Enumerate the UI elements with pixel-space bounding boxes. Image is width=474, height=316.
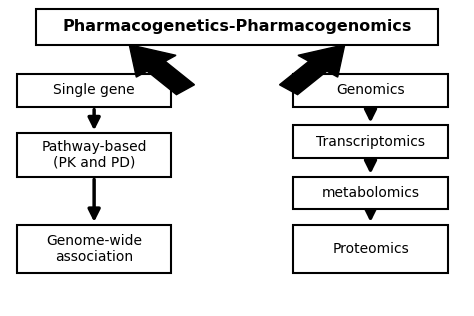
Polygon shape — [280, 45, 345, 95]
Text: Proteomics: Proteomics — [332, 242, 409, 256]
FancyBboxPatch shape — [293, 177, 448, 209]
FancyBboxPatch shape — [17, 225, 172, 273]
Polygon shape — [129, 45, 194, 95]
FancyBboxPatch shape — [36, 9, 438, 45]
FancyBboxPatch shape — [293, 225, 448, 273]
Text: Pharmacogenetics-Pharmacogenomics: Pharmacogenetics-Pharmacogenomics — [62, 19, 412, 34]
FancyBboxPatch shape — [17, 74, 172, 107]
FancyBboxPatch shape — [293, 125, 448, 158]
Text: Genome-wide
association: Genome-wide association — [46, 234, 142, 264]
FancyBboxPatch shape — [17, 133, 172, 177]
FancyBboxPatch shape — [293, 74, 448, 107]
Text: Single gene: Single gene — [53, 83, 135, 97]
Text: metabolomics: metabolomics — [321, 186, 419, 200]
Text: Pathway-based
(PK and PD): Pathway-based (PK and PD) — [41, 140, 147, 170]
Text: Genomics: Genomics — [336, 83, 405, 97]
Text: Transcriptomics: Transcriptomics — [316, 135, 425, 149]
